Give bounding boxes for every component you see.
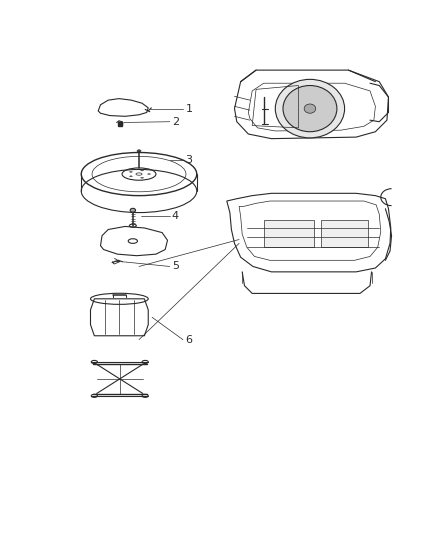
Ellipse shape [141, 177, 144, 178]
Ellipse shape [130, 176, 132, 177]
Text: 3: 3 [185, 155, 192, 165]
Ellipse shape [130, 208, 135, 212]
Bar [264, 220, 314, 247]
Text: 5: 5 [172, 262, 179, 271]
Ellipse shape [283, 85, 337, 132]
Text: 4: 4 [172, 212, 179, 221]
Ellipse shape [137, 150, 141, 152]
Ellipse shape [141, 170, 144, 171]
Ellipse shape [304, 104, 316, 113]
Text: 2: 2 [172, 117, 179, 127]
Ellipse shape [148, 174, 150, 175]
Bar [321, 220, 367, 247]
Ellipse shape [130, 171, 132, 172]
Ellipse shape [276, 79, 345, 138]
Text: 1: 1 [186, 104, 193, 115]
Text: 6: 6 [186, 335, 193, 345]
